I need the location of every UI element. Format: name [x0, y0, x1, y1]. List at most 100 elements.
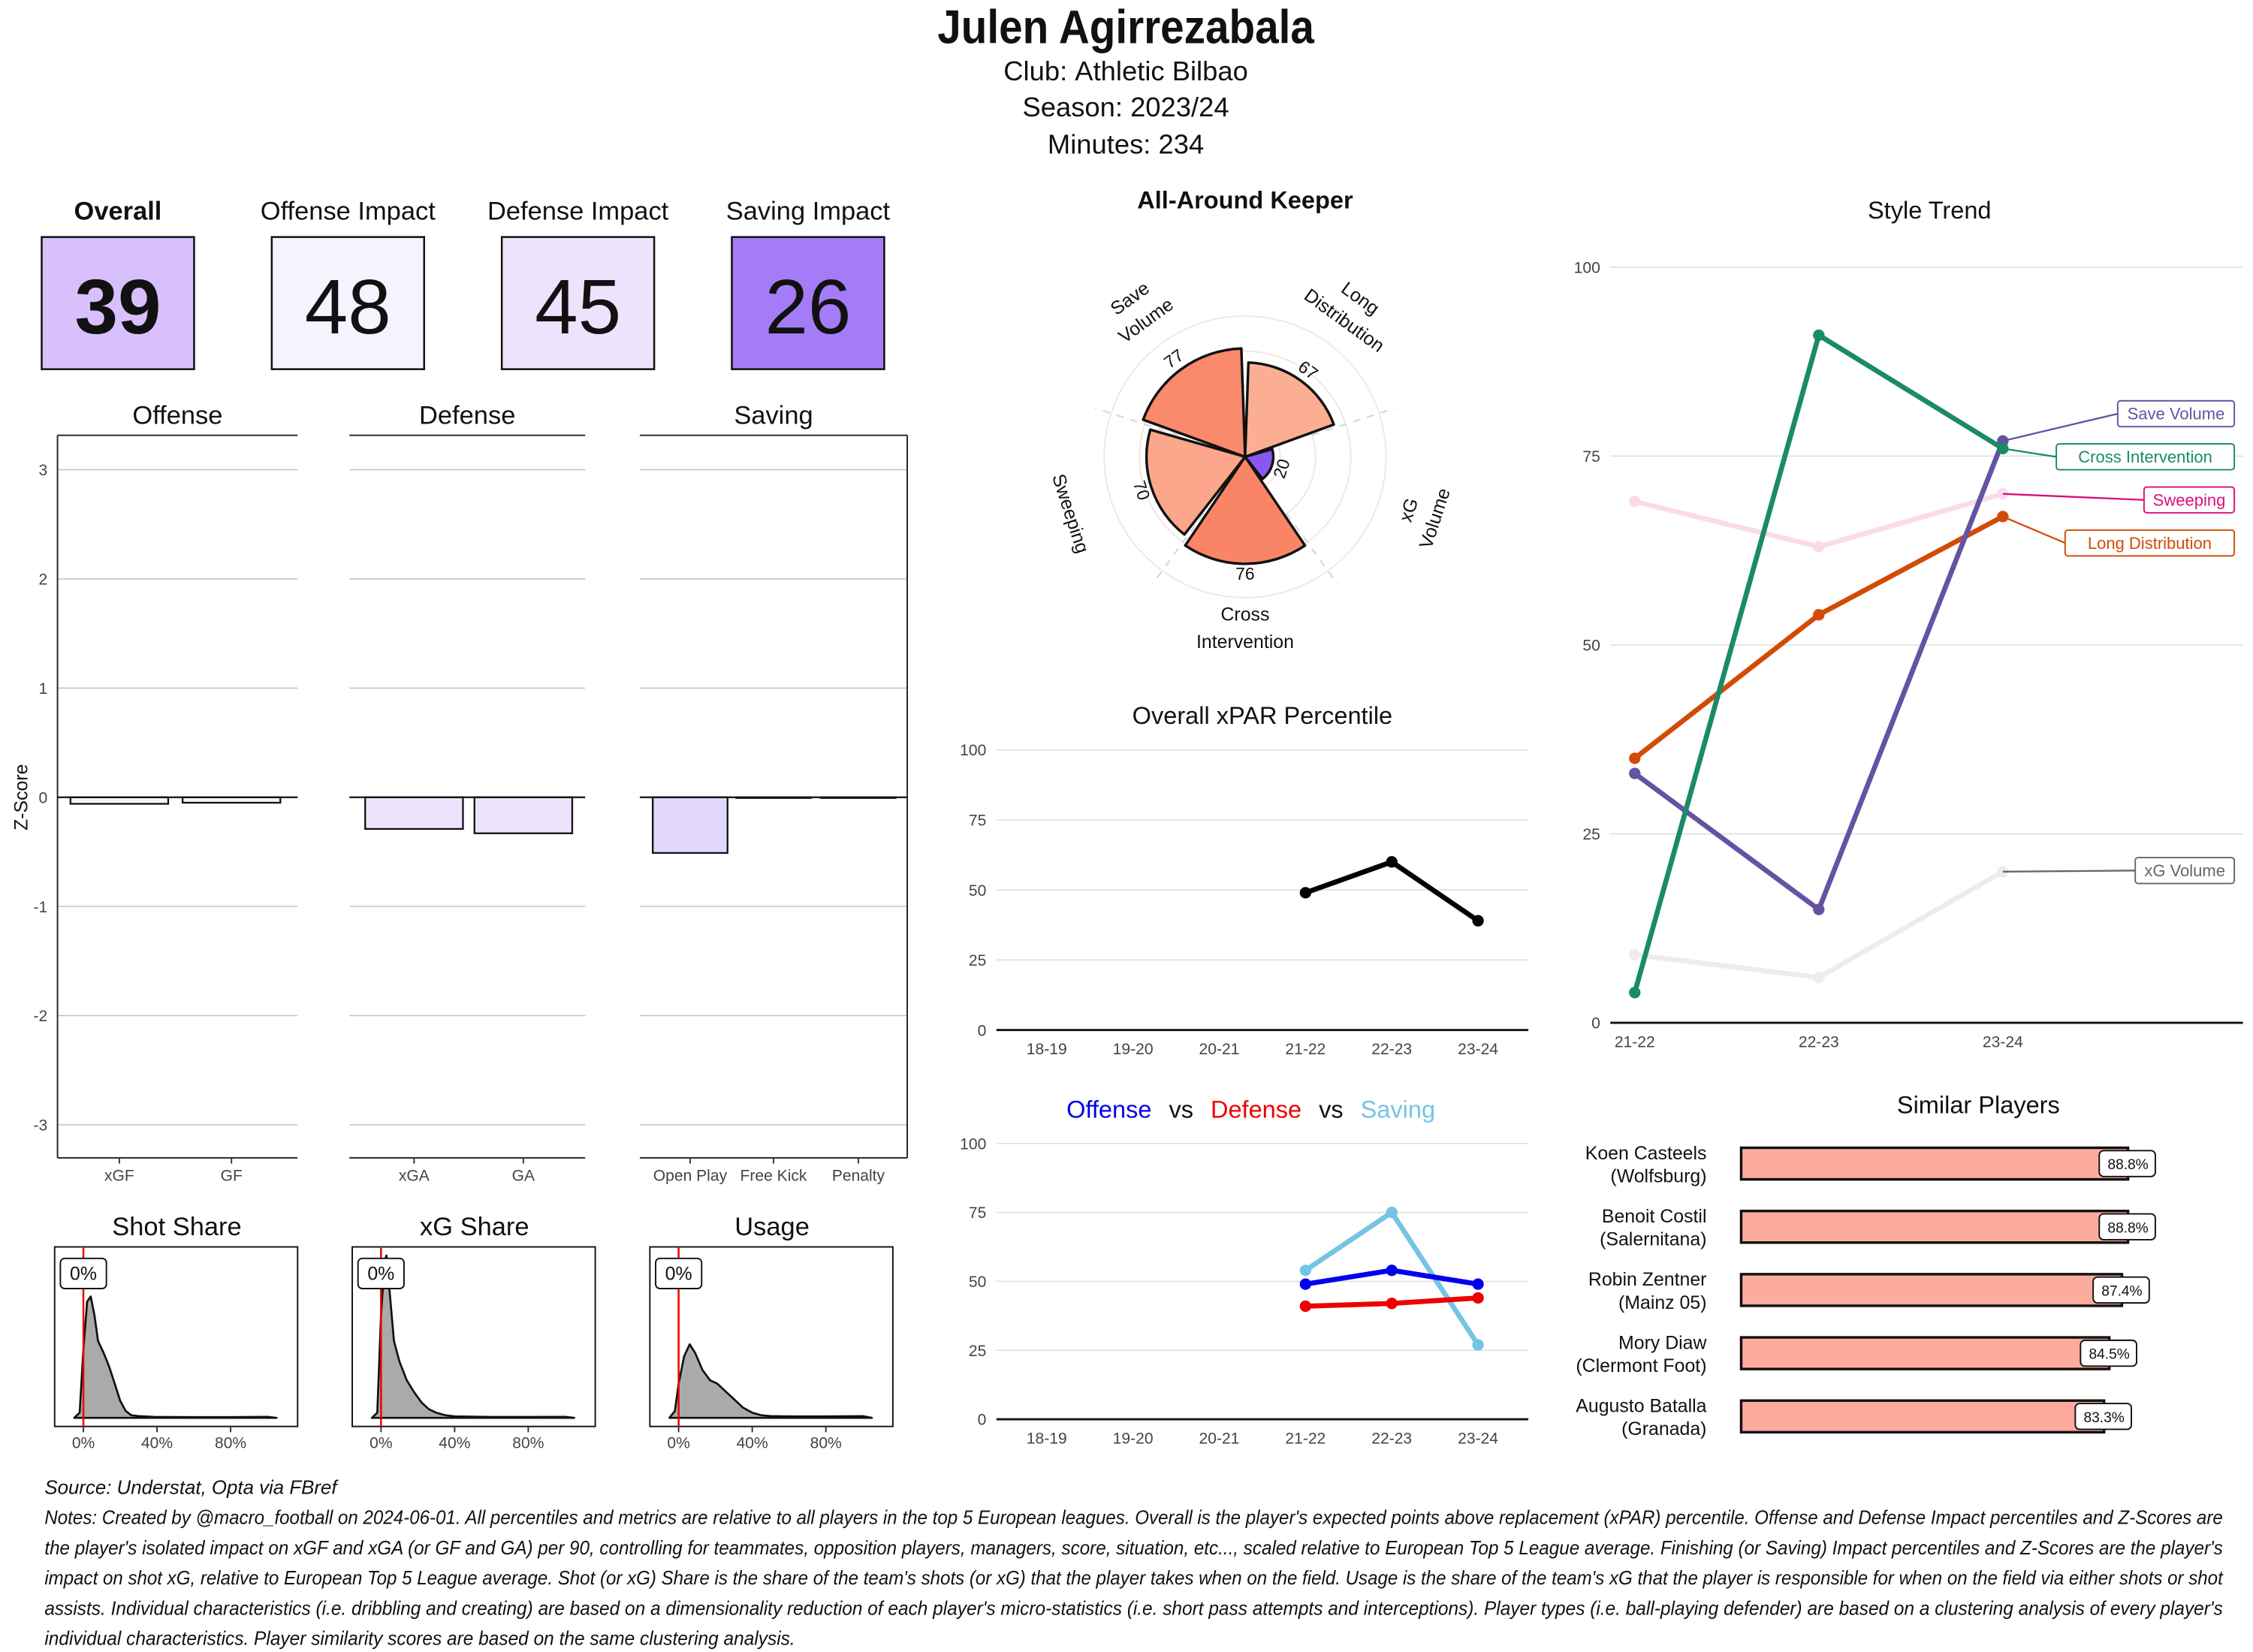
distribution-x-tick-label: 0% — [72, 1434, 95, 1452]
similar-player-name: Benoit Costil — [1602, 1206, 1707, 1227]
similarity-label-box — [2074, 1403, 2132, 1430]
minutes-label: Minutes: — [1048, 129, 1151, 160]
components-title: Offense vs Defense vs Saving — [1066, 1096, 1435, 1123]
z-x-tick-label: Open Play — [653, 1168, 728, 1185]
series-point — [1386, 1298, 1398, 1310]
x-tick-label: 22-23 — [1799, 1034, 1839, 1051]
series-point — [1299, 1300, 1312, 1313]
polar-category-label: LongDistribution — [1300, 263, 1404, 357]
y-tick-label: 50 — [1582, 638, 1600, 655]
similarity-label: 84.5% — [2089, 1347, 2129, 1363]
distribution-x-tick-label: 80% — [215, 1434, 246, 1452]
z-panel-title: Defense — [419, 401, 515, 430]
score-card-value: 39 — [74, 263, 161, 350]
polar-category-label-line: Sweeping — [1048, 472, 1093, 556]
polar-category-label-line: Intervention — [1196, 632, 1294, 653]
polar-category-label: SaveVolume — [1099, 272, 1178, 348]
series-label-box — [2116, 399, 2236, 428]
similarity-bar — [1739, 1399, 2106, 1434]
series-point — [1472, 1339, 1484, 1351]
series-label-connector — [2002, 870, 2136, 873]
series-point — [1813, 903, 1825, 915]
x-tick-label: 23-24 — [1983, 1034, 2023, 1051]
season-value: 2023/24 — [1130, 92, 1229, 122]
notes-line: individual characteristics. Player simil… — [44, 1628, 795, 1649]
score-card-box — [731, 236, 885, 370]
y-tick-label: 0 — [978, 1022, 987, 1039]
z-panel-title: Offense — [132, 401, 222, 430]
polar-bar-xg-volume — [1244, 448, 1275, 481]
score-card-label: Overall — [74, 197, 162, 226]
y-tick-label: 50 — [969, 882, 986, 900]
z-score-axis-label: Z-Score — [11, 764, 32, 831]
similar-player-name: Robin Zentner — [1588, 1269, 1707, 1290]
polar-spoke — [1094, 407, 1179, 436]
polar-bar-save-volume — [1142, 347, 1247, 459]
components-title-part: Offense — [1066, 1096, 1151, 1123]
polar-category-label-line: Cross — [1220, 604, 1269, 625]
similar-player-club: (Granada) — [1621, 1418, 1706, 1439]
similar-player-club: (Clermont Foot) — [1576, 1355, 1706, 1376]
series-line-long-distribution — [1633, 514, 2004, 761]
similar-players-chart: Similar Players Koen Casteels(Wolfsburg)… — [1576, 1092, 2156, 1439]
z-y-tick-label: -1 — [33, 899, 47, 916]
y-tick-label: 0 — [1591, 1015, 1600, 1032]
series-point — [1629, 987, 1641, 999]
polar-bar-sweeping — [1145, 428, 1247, 536]
x-tick-label: 19-20 — [1113, 1430, 1154, 1448]
y-tick-label: 75 — [1582, 448, 1600, 466]
series-line-overall — [1304, 859, 1479, 923]
y-tick-label: 50 — [969, 1274, 986, 1291]
components-title-part: vs — [1169, 1096, 1193, 1123]
polar-category-label: Sweeping — [1048, 472, 1093, 556]
z-y-tick-label: -2 — [33, 1008, 47, 1025]
series-label-connector — [2002, 493, 2144, 501]
series-label-box — [2055, 443, 2236, 471]
series-point — [1386, 856, 1398, 868]
similar-player-name: Augusto Batalla — [1576, 1396, 1706, 1417]
x-tick-label: 18-19 — [1027, 1430, 1067, 1448]
minutes-line: Minutes: 234 — [1048, 129, 1204, 160]
similarity-label-box — [2098, 1150, 2156, 1177]
y-tick-label: 100 — [960, 1135, 986, 1153]
x-tick-label: 21-22 — [1285, 1430, 1326, 1448]
offense-defense-saving-chart: Offense vs Defense vs Saving 100 75 50 25 0 18-19… — [960, 1096, 1529, 1448]
similarity-bar — [1739, 1146, 2130, 1181]
similarity-label-box — [2098, 1213, 2156, 1241]
club-line: Club: Athletic Bilbao — [1003, 56, 1248, 86]
series-label-connector — [2002, 448, 2057, 458]
similar-player-name: Mory Diaw — [1618, 1332, 1707, 1353]
similarity-bar — [1739, 1336, 2111, 1370]
z-bar-xgf — [69, 796, 170, 805]
distribution-x-tick-label: 0% — [369, 1434, 392, 1452]
polar-bar-long-distribution — [1244, 361, 1335, 459]
series-label-box — [2064, 529, 2236, 557]
polar-spoke — [1151, 513, 1205, 585]
player-value-label: 0% — [367, 1264, 394, 1285]
series-point — [1813, 329, 1825, 342]
score-card-label: Offense Impact — [261, 197, 436, 226]
polar-category-label-line: xG — [1395, 496, 1422, 525]
series-label-connector — [2002, 515, 2066, 544]
score-card-value: 45 — [535, 263, 621, 350]
y-tick-label: 100 — [1574, 259, 1600, 276]
distribution-title: xG Share — [420, 1213, 529, 1241]
z-y-tick-label: 2 — [38, 571, 47, 589]
player-value-label-box — [655, 1257, 703, 1289]
series-point — [1629, 752, 1641, 764]
series-label: Long Distribution — [2088, 534, 2212, 553]
impact-score-cards: Overall 39 Offense Impact 48 Defense Impact 4… — [41, 197, 891, 370]
z-score-panels: Z-Score Offense xGF GF 3 2 1 0 -1 -2 -3 Defense xGA… — [11, 401, 908, 1185]
footer: Source: Understat, Opta via FBref Notes:… — [44, 1478, 2224, 1650]
style-trend-title: Style Trend — [1868, 197, 1992, 224]
report-header: Julen Agirrezabala Club: Athletic Bilbao… — [937, 1, 1314, 159]
source-note: Source: Understat, Opta via FBref — [44, 1478, 339, 1499]
all-around-keeper-polar-chart: All-Around Keeper 77SaveVolume67LongDist… — [1048, 186, 1455, 652]
z-x-tick-label: GF — [221, 1168, 243, 1185]
x-tick-label: 23-24 — [1458, 1041, 1498, 1058]
series-label-box — [2143, 486, 2236, 514]
series-line-sweeping — [1633, 491, 2004, 550]
distribution-title: Usage — [734, 1213, 810, 1241]
polar-title: All-Around Keeper — [1137, 186, 1353, 213]
